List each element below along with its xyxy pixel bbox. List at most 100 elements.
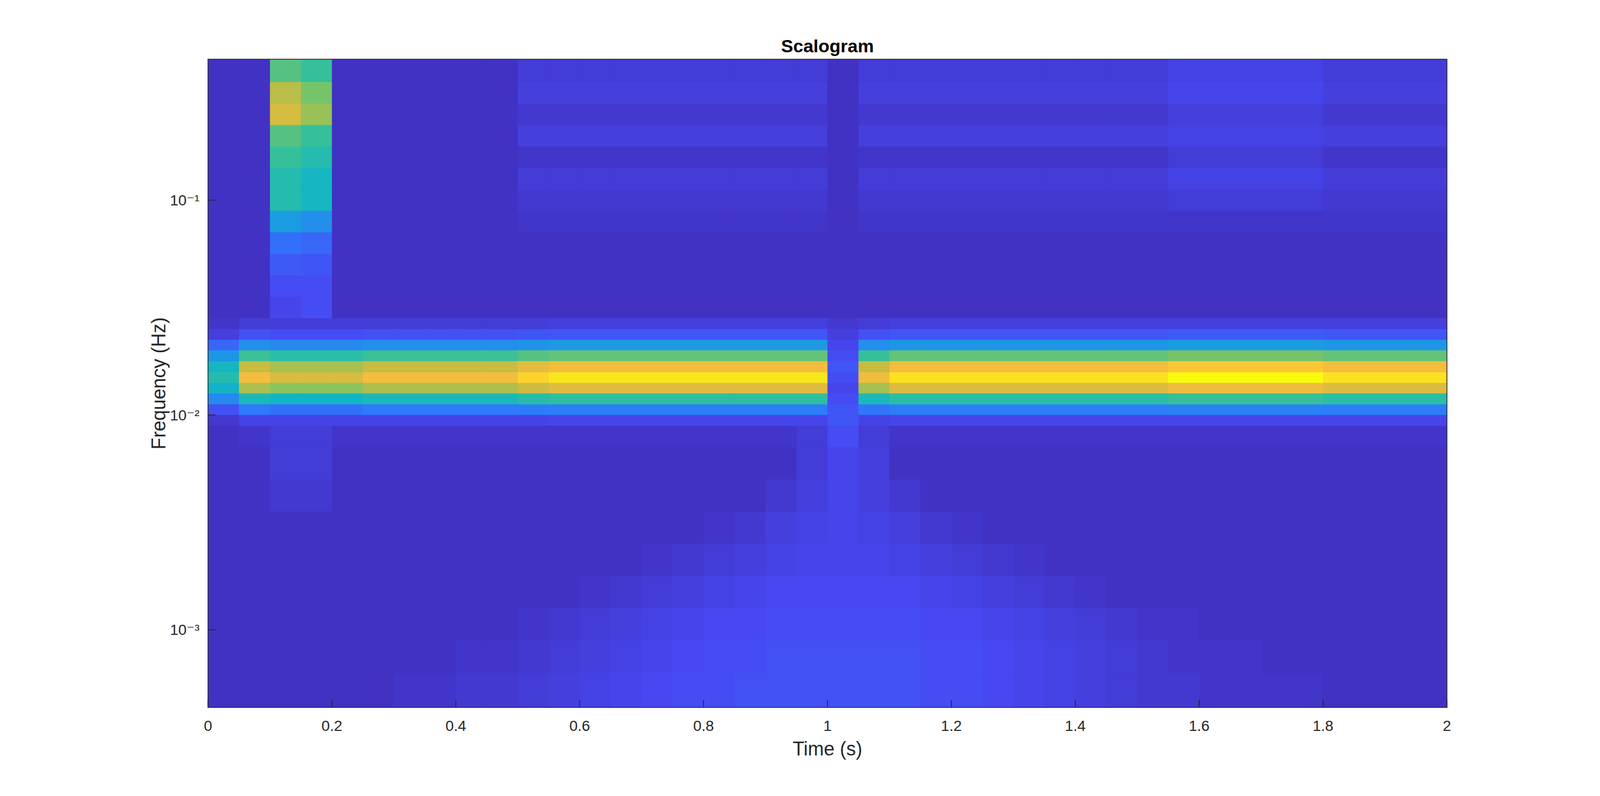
heatmap-cell xyxy=(1229,189,1262,212)
heatmap-cell xyxy=(796,168,828,190)
heatmap-cell xyxy=(1137,608,1169,642)
heatmap-cell xyxy=(1261,640,1293,674)
heatmap-cell xyxy=(734,168,766,190)
heatmap-cell xyxy=(1261,425,1293,448)
heatmap-cell xyxy=(1168,511,1200,545)
heatmap-cell xyxy=(920,544,952,577)
heatmap-cell xyxy=(1075,672,1107,708)
heatmap-cell xyxy=(734,608,766,642)
heatmap-cell xyxy=(889,253,922,276)
heatmap-cell xyxy=(579,189,612,212)
heatmap-cell xyxy=(1261,253,1293,276)
heatmap-cell xyxy=(1013,479,1045,512)
heatmap-cell xyxy=(1323,372,1355,384)
heatmap-cell xyxy=(208,404,240,416)
heatmap-cell xyxy=(486,329,519,341)
heatmap-cell xyxy=(920,296,952,319)
heatmap-cell xyxy=(300,296,333,319)
heatmap-cell xyxy=(1229,425,1262,448)
heatmap-cell xyxy=(1385,640,1417,674)
heatmap-cell xyxy=(982,640,1014,674)
heatmap-cell xyxy=(1044,168,1076,190)
heatmap-cell xyxy=(951,511,983,545)
heatmap-cell xyxy=(362,640,395,674)
heatmap-cell xyxy=(579,82,612,104)
heatmap-cell xyxy=(951,446,983,480)
heatmap-cell xyxy=(1013,189,1045,212)
heatmap-cell xyxy=(486,608,519,642)
heatmap-cell xyxy=(300,253,333,276)
heatmap-cell xyxy=(703,425,735,448)
heatmap-cell xyxy=(486,210,519,233)
heatmap-cell xyxy=(1168,210,1200,233)
heatmap-cell xyxy=(703,393,735,405)
heatmap-cell xyxy=(517,372,550,384)
heatmap-cell xyxy=(858,253,891,276)
heatmap-cell xyxy=(765,511,797,545)
heatmap-cell xyxy=(1229,232,1262,255)
heatmap-cell xyxy=(889,640,922,674)
heatmap-cell xyxy=(765,275,797,298)
heatmap-cell xyxy=(486,446,519,480)
heatmap-cell xyxy=(208,275,240,298)
heatmap-cell xyxy=(548,414,581,427)
heatmap-cell xyxy=(1354,576,1386,609)
x-tick-label: 0 xyxy=(203,717,213,734)
heatmap-cell xyxy=(393,404,426,416)
heatmap-cell xyxy=(362,232,395,255)
heatmap-cell xyxy=(456,168,488,190)
heatmap-cell xyxy=(331,275,364,298)
heatmap-cell xyxy=(548,339,581,351)
heatmap-cell xyxy=(300,329,333,341)
heatmap-cell xyxy=(1323,361,1355,373)
heatmap-cell xyxy=(1044,672,1076,708)
x-tick-label: 0.4 xyxy=(445,717,467,734)
heatmap-cell xyxy=(703,103,735,126)
heatmap-cell xyxy=(548,329,581,341)
heatmap-cell xyxy=(827,232,860,255)
heatmap-cell xyxy=(982,296,1014,319)
heatmap-cell xyxy=(610,329,643,341)
heatmap-cell xyxy=(579,479,612,512)
heatmap-cell xyxy=(1292,479,1324,512)
heatmap-cell xyxy=(889,329,922,341)
heatmap-cell xyxy=(1198,608,1231,642)
heatmap-cell xyxy=(1229,168,1262,190)
heatmap-cell xyxy=(1292,318,1324,330)
heatmap-cell xyxy=(703,232,735,255)
heatmap-cell xyxy=(1137,124,1169,147)
heatmap-cell xyxy=(889,425,922,448)
heatmap-cell xyxy=(1261,318,1293,330)
heatmap-cell xyxy=(1168,425,1200,448)
heatmap-cell xyxy=(1261,82,1293,104)
heatmap-cell xyxy=(1075,361,1107,373)
heatmap-cell xyxy=(331,382,364,395)
heatmap-cell xyxy=(300,608,333,642)
heatmap-cell xyxy=(269,404,302,416)
heatmap-cell xyxy=(1198,479,1231,512)
heatmap-cell xyxy=(889,404,922,416)
heatmap-cell xyxy=(610,361,643,373)
heatmap-cell xyxy=(641,210,674,233)
heatmap-cell xyxy=(889,339,922,351)
heatmap-cell xyxy=(796,329,828,341)
heatmap-cell xyxy=(1385,511,1417,545)
heatmap-cell xyxy=(672,318,704,330)
heatmap-cell xyxy=(765,382,797,395)
heatmap-cell xyxy=(951,640,983,674)
heatmap-cell xyxy=(300,210,333,233)
heatmap-cell xyxy=(920,446,952,480)
heatmap-cell xyxy=(269,361,302,373)
heatmap-cell xyxy=(1044,350,1076,362)
heatmap-cell xyxy=(548,576,581,609)
heatmap-cell xyxy=(1354,232,1386,255)
heatmap-cell xyxy=(517,425,550,448)
heatmap-cell xyxy=(393,124,426,147)
heatmap-cell xyxy=(920,232,952,255)
heatmap-cell xyxy=(1323,393,1355,405)
heatmap-cell xyxy=(765,253,797,276)
heatmap-cell xyxy=(1106,372,1138,384)
heatmap-cell xyxy=(456,210,488,233)
heatmap-cell xyxy=(1261,479,1293,512)
heatmap-cell xyxy=(1106,329,1138,341)
